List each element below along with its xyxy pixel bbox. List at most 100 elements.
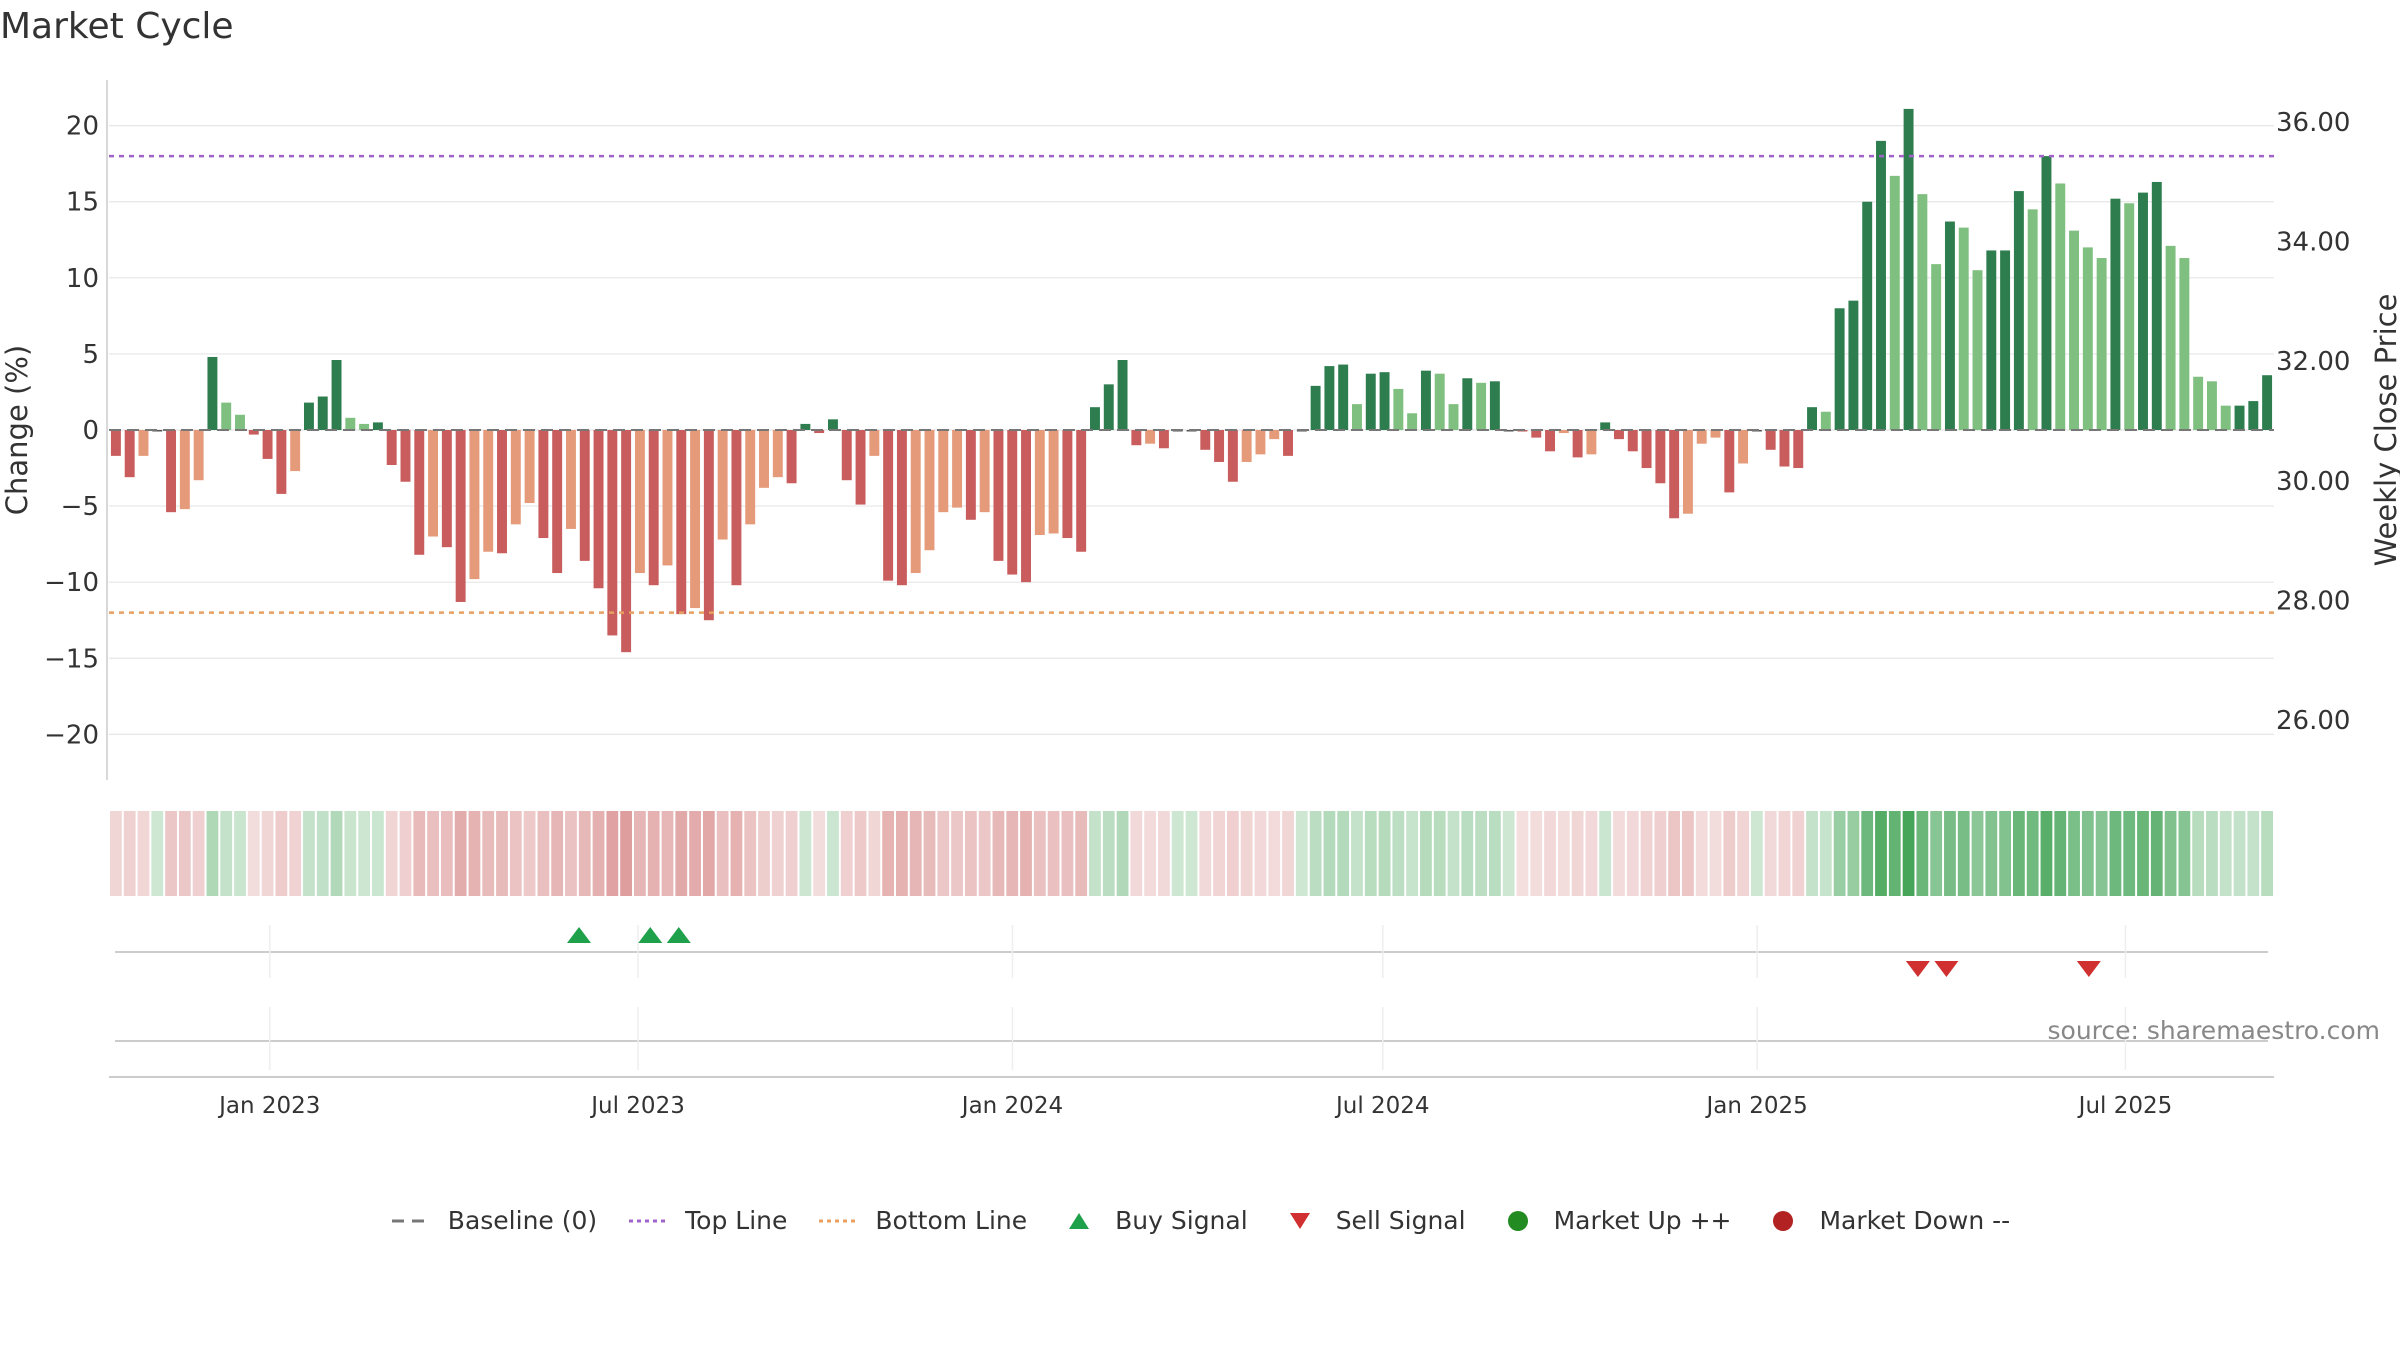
bar — [428, 430, 439, 537]
bar — [1655, 430, 1666, 484]
heat-cell — [1557, 811, 1570, 896]
heat-cell — [1819, 811, 1832, 896]
bar — [1090, 407, 1100, 430]
bar — [828, 419, 838, 430]
bar — [2110, 198, 2121, 430]
bar — [1614, 430, 1624, 440]
y-tick-label: −10 — [44, 568, 99, 598]
bar — [565, 430, 576, 529]
heat-cell — [551, 811, 564, 896]
heat-cell — [1378, 811, 1391, 896]
heat-cell — [1309, 811, 1322, 896]
bar — [1007, 430, 1018, 575]
bar — [248, 430, 259, 435]
bar — [1572, 430, 1583, 458]
heat-cell — [344, 811, 357, 896]
bar — [138, 430, 149, 456]
bar — [1324, 366, 1335, 430]
heat-cell — [2137, 811, 2149, 896]
heat-cell — [1544, 811, 1556, 896]
heat-cell — [137, 811, 150, 896]
bar — [1710, 430, 1721, 438]
buy-signal-marker — [666, 927, 691, 943]
bar — [2069, 230, 2080, 430]
bar — [745, 430, 756, 525]
heat-cell — [702, 811, 715, 896]
legend-item: Baseline (0) — [390, 1206, 597, 1235]
bar — [800, 423, 811, 430]
bar — [676, 430, 687, 615]
heat-cell — [1916, 811, 1929, 896]
heat-cell — [2123, 811, 2136, 896]
heat-cell — [1392, 811, 1405, 896]
heat-cell — [2206, 811, 2218, 896]
heat-cell — [1571, 811, 1584, 896]
heat-cell — [964, 811, 977, 896]
legend-item: Top Line — [627, 1206, 787, 1235]
heat-cell — [1999, 811, 2011, 896]
heat-cell — [565, 811, 577, 896]
heat-cell — [1682, 811, 1694, 896]
bar — [1807, 407, 1818, 430]
heat-cell — [1254, 811, 1267, 896]
triangle-up-icon — [1069, 1212, 1090, 1229]
bar — [2151, 181, 2162, 430]
bar — [1889, 175, 1900, 430]
heat-cell — [1640, 811, 1653, 896]
heat-cell — [1930, 811, 1943, 896]
heat-cell — [992, 811, 1005, 896]
bar — [1503, 430, 1514, 432]
heat-cell — [2012, 811, 2025, 896]
circle-icon — [1507, 1210, 1528, 1231]
bar — [621, 430, 632, 653]
heat-cell — [385, 811, 398, 896]
heat-cell — [937, 811, 950, 896]
y-axis-label: Change (%) — [0, 345, 34, 515]
bar — [2096, 258, 2107, 430]
heat-cell — [799, 811, 812, 896]
bar — [1793, 430, 1804, 469]
heat-cell — [1323, 811, 1336, 896]
heat-cell — [1102, 811, 1115, 896]
bar — [814, 430, 825, 434]
bar — [1379, 372, 1390, 430]
heat-cell — [1847, 811, 1860, 896]
heat-cell — [2233, 811, 2246, 896]
heat-cell — [440, 811, 453, 896]
y-tick-label: 15 — [66, 188, 99, 218]
bar — [1200, 430, 1211, 450]
triangle-down-icon — [1289, 1212, 1310, 1229]
x-tick-label: Jan 2024 — [960, 1093, 1063, 1119]
buy-signal-marker — [567, 927, 592, 943]
bar — [1834, 308, 1845, 430]
bar — [952, 430, 963, 508]
bar — [2027, 209, 2038, 430]
heat-cell — [1888, 811, 1901, 896]
heat-cell — [1089, 811, 1101, 896]
heat-cell — [978, 811, 991, 896]
heat-cell — [1420, 811, 1432, 896]
bar — [759, 430, 769, 488]
bar — [1779, 430, 1790, 467]
sell-signal-marker — [2076, 961, 2101, 977]
heat-cell — [1268, 811, 1281, 896]
bar — [593, 430, 604, 589]
heat-cell — [1585, 811, 1598, 896]
bar — [152, 430, 163, 432]
legend-label: Market Down -- — [1819, 1206, 2011, 1235]
bar — [1365, 373, 1376, 430]
bar — [910, 430, 921, 574]
bar — [1903, 108, 1914, 431]
bar — [2234, 405, 2245, 430]
heat-cell — [1185, 811, 1198, 896]
heat-cell — [785, 811, 798, 896]
heat-cell — [647, 811, 660, 896]
heat-cell — [634, 811, 646, 896]
heat-cell — [151, 811, 164, 896]
bar — [110, 430, 121, 456]
bar — [1876, 140, 1886, 430]
heat-cell — [1626, 811, 1639, 896]
heat-cell — [620, 811, 633, 896]
heat-cell — [909, 811, 922, 896]
heat-cell — [454, 811, 467, 896]
